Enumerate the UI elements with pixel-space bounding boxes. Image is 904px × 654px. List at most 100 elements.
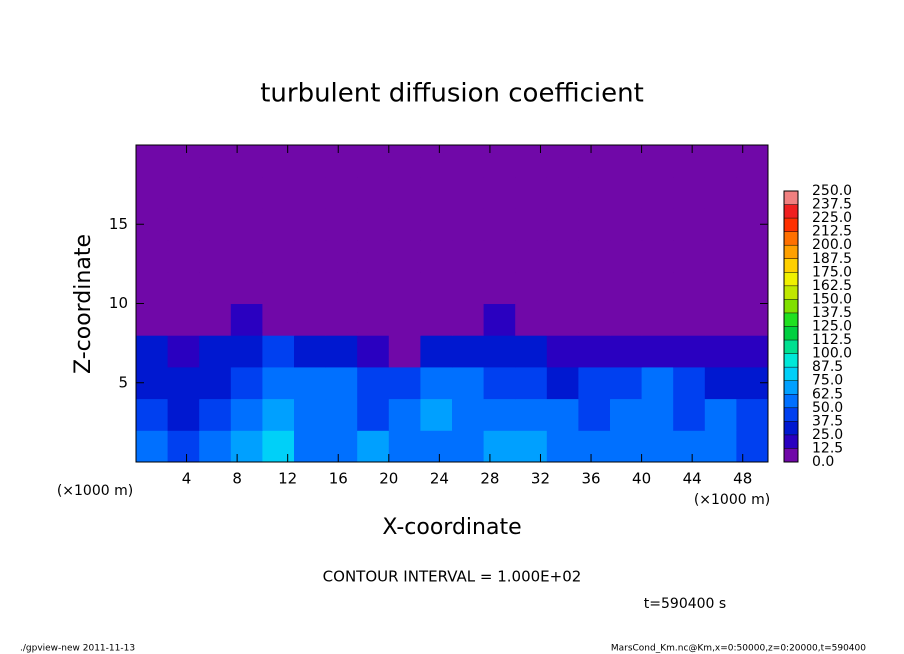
heat-cell <box>420 271 453 304</box>
heat-cell <box>136 176 169 209</box>
heat-cell <box>704 335 737 368</box>
heat-cell <box>230 430 263 463</box>
heat-cell <box>546 430 579 463</box>
heat-cell <box>483 303 516 336</box>
heat-cell <box>578 208 611 241</box>
heat-cell <box>578 271 611 304</box>
heat-cell <box>610 398 643 431</box>
colorbar-band <box>784 231 798 246</box>
heat-cell <box>388 271 421 304</box>
heat-cell <box>578 430 611 463</box>
heat-cell <box>673 240 706 273</box>
heat-cell <box>641 303 674 336</box>
heat-cell <box>641 145 674 178</box>
colorbar-band <box>784 434 798 449</box>
heat-cell <box>736 240 769 273</box>
heat-cell <box>325 335 358 368</box>
heat-cell <box>673 430 706 463</box>
y-tick-label: 15 <box>109 215 128 233</box>
heat-cell <box>641 240 674 273</box>
heat-cell <box>167 240 200 273</box>
time-label: t=590400 s <box>644 596 726 612</box>
colorbar-band <box>784 218 798 232</box>
colorbar-band <box>784 448 798 462</box>
heat-cell <box>199 208 232 241</box>
colorbar-label: 37.5 <box>812 413 843 429</box>
heat-cell <box>325 176 358 209</box>
heat-cell <box>673 398 706 431</box>
heat-cell <box>452 335 485 368</box>
heat-cell <box>167 176 200 209</box>
colorbar-band <box>784 312 798 327</box>
heat-cell <box>230 303 263 336</box>
heat-cell <box>546 145 579 178</box>
heat-cell <box>199 335 232 368</box>
heat-cell <box>641 176 674 209</box>
heat-cell <box>546 303 579 336</box>
contour-note: CONTOUR INTERVAL = 1.000E+02 <box>323 568 582 586</box>
heat-cell <box>325 398 358 431</box>
heat-cell <box>515 271 548 304</box>
x-unit: (×1000 m) <box>694 492 770 508</box>
heat-cell <box>325 303 358 336</box>
x-tick-label: 36 <box>581 470 600 488</box>
heat-cell <box>420 176 453 209</box>
heat-cell <box>294 303 327 336</box>
colorbar-band <box>784 258 798 273</box>
heat-cell <box>546 208 579 241</box>
colorbar-label: 112.5 <box>812 332 852 348</box>
heat-cell <box>704 430 737 463</box>
heat-cell <box>388 208 421 241</box>
heat-cell <box>357 335 390 368</box>
heat-cell <box>136 303 169 336</box>
heat-cell <box>167 430 200 463</box>
x-tick-label: 28 <box>480 470 499 488</box>
heat-cell <box>167 271 200 304</box>
heat-cell <box>452 398 485 431</box>
heat-cell <box>388 398 421 431</box>
heat-cell <box>578 240 611 273</box>
x-tick-label: 24 <box>430 470 449 488</box>
heat-cell <box>736 271 769 304</box>
colorbar-label: 100.0 <box>812 346 852 362</box>
heat-cell <box>167 335 200 368</box>
heat-cell <box>388 430 421 463</box>
colorbar-band <box>784 340 798 354</box>
heat-cell <box>610 240 643 273</box>
colorbar-band <box>784 285 798 300</box>
heat-cell <box>420 145 453 178</box>
heat-cell <box>357 398 390 431</box>
heat-cell <box>136 430 169 463</box>
heat-cell <box>546 176 579 209</box>
heat-cell <box>515 303 548 336</box>
heat-cell <box>641 366 674 400</box>
heat-cell <box>452 303 485 336</box>
heat-cell <box>230 335 263 368</box>
x-tick-label: 12 <box>278 470 297 488</box>
heat-cell <box>610 176 643 209</box>
colorbar-band <box>784 353 798 368</box>
heat-cell <box>167 145 200 178</box>
colorbar-band <box>784 272 798 286</box>
heat-cell <box>294 208 327 241</box>
heat-cell <box>515 430 548 463</box>
heat-cell <box>673 176 706 209</box>
heat-cell <box>546 240 579 273</box>
heat-cell <box>357 430 390 463</box>
heat-cell <box>167 303 200 336</box>
heat-cell <box>610 145 643 178</box>
heat-cell <box>673 271 706 304</box>
heat-cell <box>452 208 485 241</box>
heat-cell <box>388 303 421 336</box>
heat-cell <box>199 366 232 400</box>
heat-cell <box>230 208 263 241</box>
colorbar-label: 25.0 <box>812 427 843 443</box>
colorbar-band <box>784 367 798 381</box>
heat-cell <box>388 335 421 368</box>
heat-cell <box>262 240 295 273</box>
heat-cell <box>736 145 769 178</box>
heat-cell <box>452 271 485 304</box>
heat-cell <box>515 208 548 241</box>
heat-cell <box>199 145 232 178</box>
heat-cell <box>704 398 737 431</box>
